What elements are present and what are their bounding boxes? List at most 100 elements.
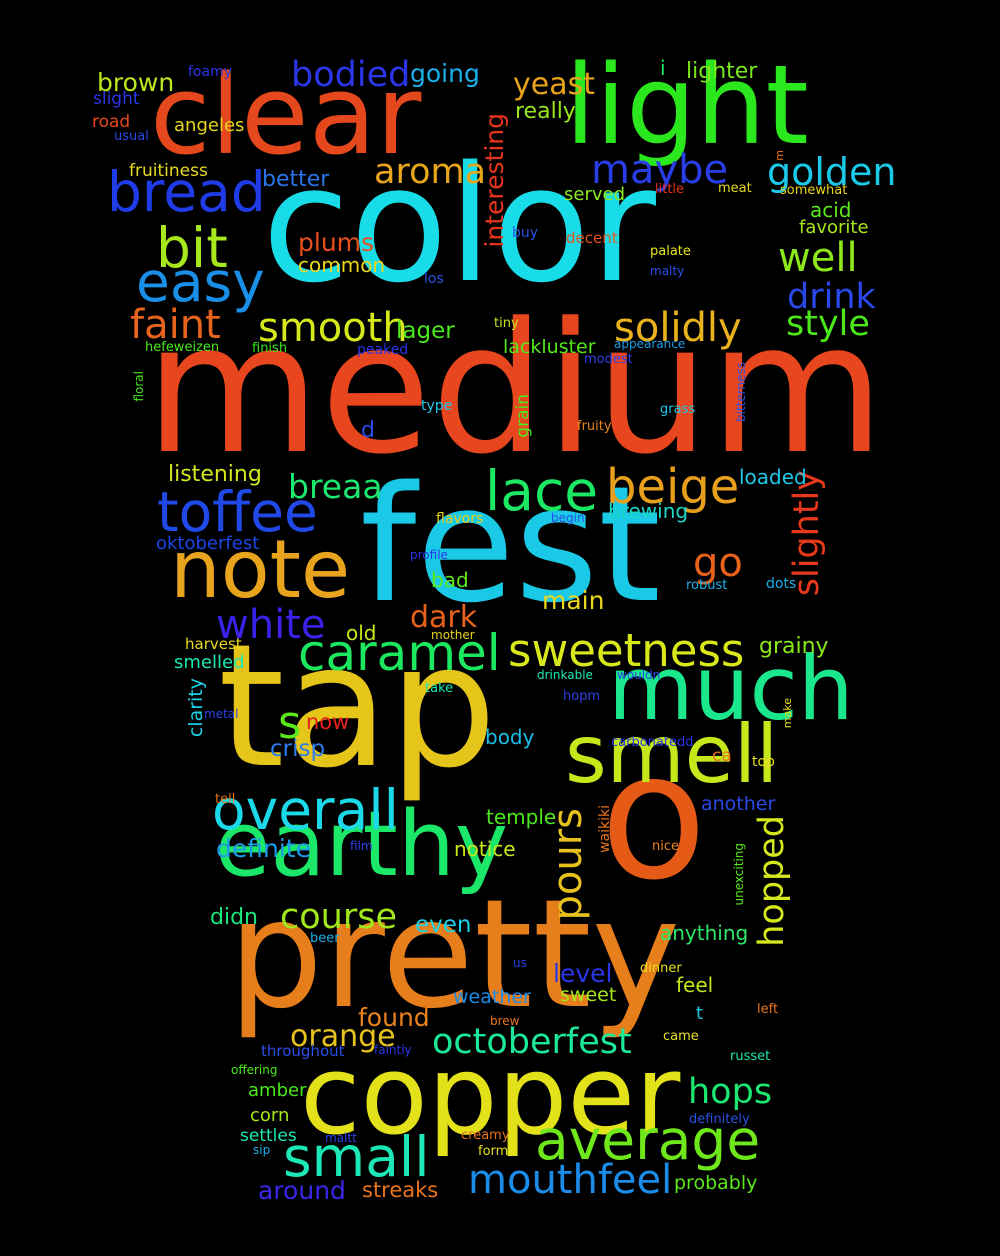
word-meat: meat [718,181,752,196]
word-well: well [778,235,858,281]
word-offering: offering [231,1063,278,1077]
word-sweet: sweet [560,984,617,1006]
word-drinkable: drinkable [537,668,593,682]
word-smell: smell [565,708,779,801]
word-served: served [564,184,626,205]
word-malty: malty [650,264,685,278]
word-main: main [542,586,605,615]
word-maybe: maybe [591,147,729,193]
word-streaks: streaks [362,1178,439,1202]
word-octoberfest: octoberfest [432,1022,632,1062]
word-angeles: angeles [174,115,245,136]
word-feel: feel [676,973,714,997]
word-metal: metal [204,707,239,721]
word-t: t [696,1003,704,1024]
word-maltt: maltt [325,1131,357,1145]
word-us: us [513,956,527,970]
word-bodied: bodied [291,55,411,95]
word-note: note [170,523,351,616]
word-plums: plums [298,228,375,257]
word-small: small [283,1125,430,1189]
word-wouldn: wouldn [617,668,661,682]
word-temple: temple [486,805,557,829]
word-fruity: fruity [577,419,612,434]
word-profile: profile [410,548,448,562]
word-average: average [535,1108,761,1172]
word-lackluster: lackluster [503,336,596,358]
word-brown: brown [97,68,175,97]
word-go: go [693,540,743,586]
word-dinner: dinner [640,961,682,976]
word-russet: russet [730,1049,771,1064]
word-oktoberfest: oktoberfest [156,533,260,554]
word-dark: dark [410,600,478,635]
word-grainy: grainy [759,634,829,659]
word-definite: definite [216,834,311,863]
word-easy: easy [136,250,265,314]
word-faintly: faintly [374,1043,412,1057]
word-fruitiness: fruitiness [129,161,208,181]
word-yeast: yeast [513,67,595,102]
word-somewhat: somewhat [780,183,848,198]
word-course: course [280,897,397,937]
word-make: make [781,698,794,729]
word-mother: mother [431,628,475,642]
word-around: around [258,1176,346,1205]
word-lager: lager [396,318,455,344]
word-lighter: lighter [686,59,758,84]
word-take: take [425,681,454,696]
word-anything: anything [660,921,749,945]
word-tell: tell [215,792,236,807]
word-golden: golden [767,150,897,194]
word-o: o [600,716,708,919]
word-film: film [350,839,373,853]
word-better: better [262,167,330,192]
word-favorite: favorite [799,217,869,238]
word-medium: medium [145,285,885,494]
word-grass: grass [660,402,696,417]
word-color: color [262,131,656,318]
word-finish: finish [252,341,288,356]
word-foamy: foamy [188,64,232,80]
word-begin: begin [551,511,585,525]
word-smooth: smooth [258,305,408,351]
word-peaked: peaked [357,342,409,358]
word-bit: bit [156,216,228,280]
word-unexciting: unexciting [732,843,746,906]
word-light: light [565,41,809,169]
word-brewing: brewing [608,499,689,523]
word-form: form [478,1144,509,1159]
word-top: top [752,754,775,770]
word-tiny: tiny [494,316,519,331]
word-white: white [216,602,326,648]
word-beer: beer [310,931,340,946]
word-d: d [361,418,375,443]
word-much: much [608,637,854,740]
word-m: m [773,150,786,161]
word-notice: notice [454,837,516,861]
word-floral: floral [132,371,146,402]
word-hops: hops [688,1072,773,1112]
word-smelled: smelled [174,652,245,673]
word-now: now [306,710,350,734]
word-i: i [660,56,666,80]
word-waikiki: waikiki [597,805,613,853]
word-clear: clear [150,51,422,179]
word-creamy: creamy [461,1128,510,1143]
word-even: even [415,912,472,938]
word-probably: probably [674,1172,758,1194]
word-left: left [757,1002,779,1017]
word-acid: acid [810,198,852,222]
word-type: type [421,398,453,414]
word-flavors: flavors [436,511,484,527]
word-weather: weather [453,986,531,1008]
word-appearance: appearance [614,337,686,351]
word-really: really [515,99,576,124]
word-nice: nice [652,839,679,854]
word-solidly: solidly [614,305,742,351]
word-copper: copper [300,1031,681,1159]
word-hopped: hopped [752,815,792,947]
word-earthy: earthy [215,792,509,897]
word-caramel: caramel [298,624,501,682]
word-found: found [358,1003,430,1032]
